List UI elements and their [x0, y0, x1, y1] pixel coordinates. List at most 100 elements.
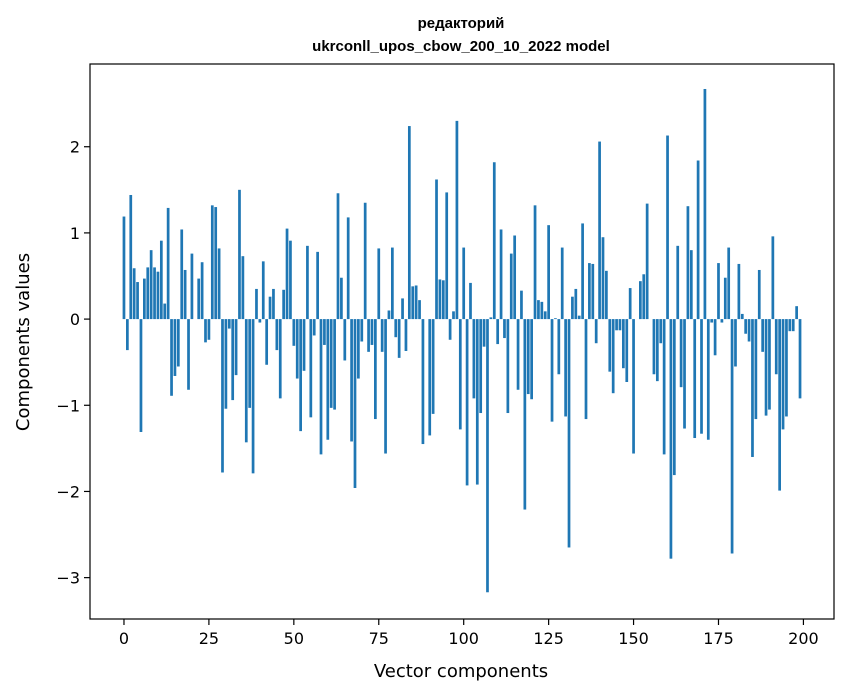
bar-component-19 — [187, 319, 190, 390]
bar-component-181 — [737, 263, 741, 320]
bar-component-171 — [703, 88, 707, 320]
bar-component-66 — [346, 217, 350, 320]
bar-component-189 — [764, 319, 768, 416]
bar-component-188 — [761, 319, 765, 352]
bar-component-110 — [496, 319, 500, 345]
bar-component-137 — [588, 263, 591, 320]
bars-group — [122, 88, 802, 593]
bar-component-0 — [122, 216, 126, 320]
bar-component-101 — [465, 319, 469, 486]
bar-component-125 — [547, 225, 550, 320]
bar-component-87 — [418, 300, 421, 320]
bar-component-185 — [751, 319, 754, 457]
bar-component-128 — [557, 319, 561, 375]
bar-component-199 — [798, 319, 802, 399]
bar-component-5 — [139, 319, 143, 432]
bar-component-7 — [146, 267, 150, 320]
bar-component-107 — [486, 319, 489, 593]
bar-component-103 — [472, 319, 476, 399]
chart-title-line1: редакторий — [418, 15, 505, 32]
bar-component-61 — [329, 319, 333, 408]
bar-component-129 — [560, 247, 564, 320]
bar-component-131 — [567, 319, 571, 548]
bar-component-104 — [475, 319, 479, 485]
x-tick-label: 75 — [369, 629, 389, 648]
bar-component-94 — [441, 280, 445, 320]
bar-component-99 — [458, 319, 462, 430]
bar-component-106 — [482, 319, 486, 347]
bar-component-168 — [693, 319, 697, 439]
bar-component-127 — [554, 318, 557, 320]
x-tick-label: 0 — [119, 629, 129, 648]
y-tick-label: −3 — [56, 569, 80, 588]
bar-component-22 — [197, 278, 201, 320]
bar-component-187 — [757, 269, 761, 320]
bar-component-182 — [740, 313, 744, 320]
bar-component-156 — [652, 319, 656, 375]
bar-component-56 — [312, 319, 316, 336]
bar-component-175 — [717, 263, 720, 320]
bar-component-130 — [564, 319, 567, 417]
bar-component-197 — [791, 319, 795, 332]
x-tick-label: 150 — [618, 629, 649, 648]
bar-component-180 — [734, 319, 737, 367]
bar-component-152 — [639, 281, 642, 320]
bar-component-41 — [261, 261, 265, 320]
bar-component-70 — [360, 319, 364, 342]
bar-component-190 — [768, 319, 771, 410]
bar-component-115 — [513, 235, 517, 320]
bar-component-10 — [156, 271, 160, 320]
y-tick-label: 0 — [70, 310, 80, 329]
bar-component-163 — [676, 245, 680, 320]
bar-component-91 — [431, 319, 435, 414]
bar-component-55 — [309, 319, 313, 418]
bar-component-14 — [170, 319, 173, 396]
bar-component-50 — [292, 319, 296, 346]
bar-component-117 — [520, 290, 523, 320]
bar-component-96 — [448, 319, 452, 340]
bar-component-77 — [384, 319, 387, 454]
bar-component-75 — [377, 248, 381, 320]
chart-title-line2: ukrconll_upos_cbow_200_10_2022 model — [312, 38, 610, 55]
bar-component-49 — [289, 240, 292, 320]
bar-component-37 — [248, 319, 252, 408]
bar-component-46 — [278, 319, 282, 399]
bar-component-92 — [435, 179, 438, 320]
bar-component-84 — [407, 126, 411, 320]
bar-component-102 — [469, 282, 472, 320]
bar-component-81 — [397, 319, 401, 358]
bar-component-39 — [255, 288, 258, 320]
bar-component-71 — [363, 202, 367, 320]
bar-component-176 — [720, 319, 724, 323]
bar-component-154 — [645, 203, 649, 320]
y-tick-label: −2 — [56, 482, 80, 501]
bar-component-194 — [781, 319, 785, 430]
y-axis-label: Components values — [13, 253, 34, 431]
bar-component-98 — [455, 120, 459, 320]
bar-component-62 — [333, 319, 336, 410]
bar-component-100 — [462, 247, 466, 320]
bar-component-144 — [611, 319, 615, 394]
bar-component-119 — [526, 319, 530, 395]
bar-component-24 — [204, 319, 207, 343]
bar-component-74 — [374, 319, 377, 420]
bar-component-34 — [238, 189, 241, 320]
bar-component-191 — [771, 236, 775, 320]
bar-component-105 — [479, 319, 483, 414]
bar-component-95 — [445, 192, 449, 320]
bar-component-90 — [428, 319, 432, 436]
bar-component-177 — [723, 277, 727, 320]
bar-component-198 — [795, 306, 798, 320]
y-tick-label: 2 — [70, 138, 80, 157]
x-tick-label: 175 — [703, 629, 734, 648]
bar-component-44 — [272, 288, 275, 320]
bar-component-136 — [584, 319, 588, 420]
bar-component-54 — [306, 245, 309, 320]
bar-component-65 — [343, 319, 347, 361]
bar-component-52 — [299, 319, 302, 432]
bar-component-147 — [622, 319, 625, 369]
bar-component-73 — [370, 319, 374, 345]
bar-component-6 — [143, 278, 146, 320]
bar-component-113 — [506, 319, 510, 414]
